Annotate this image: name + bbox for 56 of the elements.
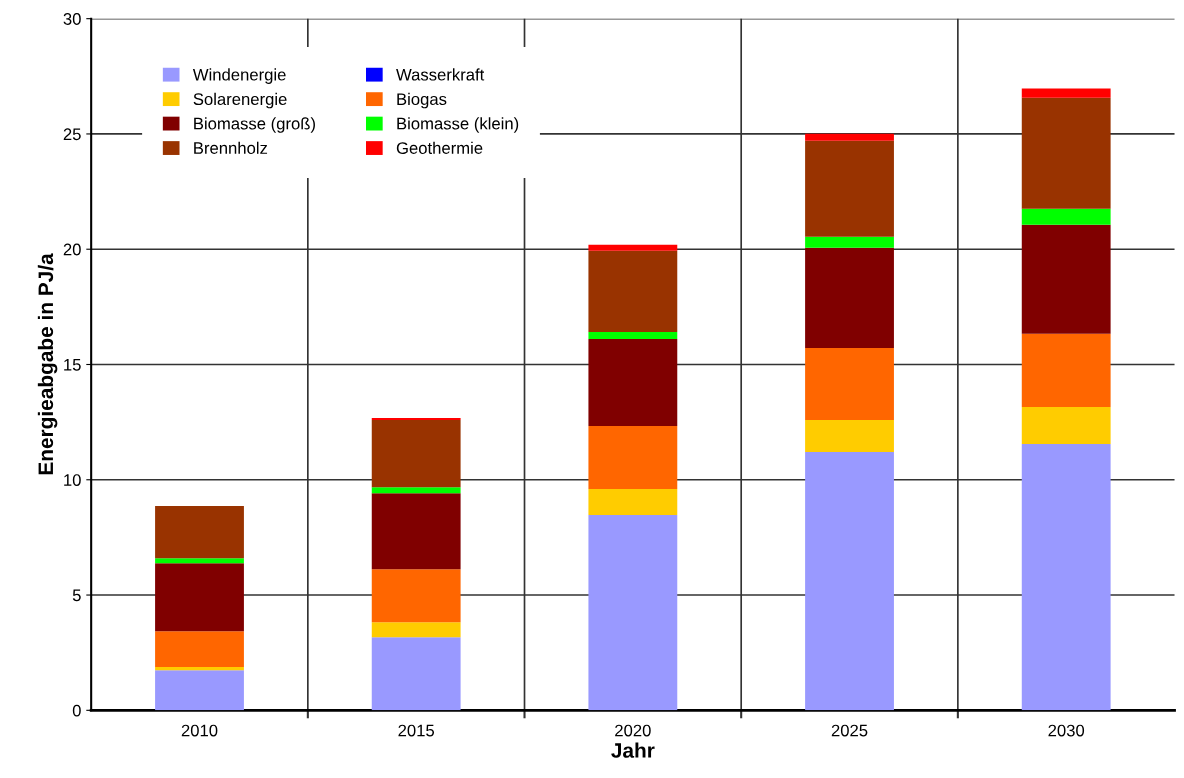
legend-label: Solarenergie <box>193 92 287 109</box>
x-tick-label: 2020 <box>615 724 651 737</box>
legend-label: Biomasse (groß) <box>194 117 315 133</box>
bar <box>371 622 461 638</box>
bar <box>588 250 678 332</box>
bar <box>371 487 461 494</box>
bar <box>1021 97 1111 209</box>
bar <box>805 247 894 348</box>
bar <box>371 417 461 421</box>
bar <box>588 488 678 516</box>
y-tick-label: 0 <box>72 704 81 717</box>
bar <box>805 420 894 453</box>
y-tick-label: 25 <box>63 128 81 141</box>
bar <box>155 670 244 711</box>
legend-label: Geothermie <box>396 141 483 154</box>
bar <box>155 506 244 559</box>
bar <box>588 244 678 251</box>
bar <box>805 236 894 248</box>
bar <box>371 637 461 711</box>
x-tick-label: 2030 <box>1048 724 1085 737</box>
y-tick-label: 20 <box>63 243 81 256</box>
x-axis-title: Jahr <box>611 742 655 758</box>
y-tick-label: 15 <box>64 359 81 371</box>
bar <box>371 493 461 570</box>
y-axis-title: Energieabgabe in PJ/a <box>37 253 58 475</box>
y-tick-label: 10 <box>64 474 81 486</box>
legend-label: Wasserkraft <box>396 68 485 81</box>
bar <box>1021 224 1111 334</box>
bar <box>805 133 894 141</box>
bar <box>805 452 894 711</box>
bar <box>588 331 678 339</box>
bar <box>155 666 244 671</box>
bar <box>1021 208 1111 225</box>
x-tick-label: 2015 <box>398 724 435 737</box>
bar <box>588 426 678 489</box>
bar <box>371 420 461 488</box>
y-tick-label: 5 <box>72 589 81 602</box>
legend-label: Biogas <box>397 92 447 109</box>
legend-label: Brennholz <box>194 141 268 154</box>
bar <box>805 347 894 421</box>
bar <box>155 558 244 564</box>
bar <box>588 515 678 711</box>
bar <box>1021 333 1111 407</box>
legend-label: Windenergie <box>192 68 286 84</box>
bar <box>155 631 244 667</box>
x-tick-label: 2010 <box>181 724 218 737</box>
bar <box>588 338 678 427</box>
legend-label: Biomasse (klein) <box>397 117 519 133</box>
bar <box>1021 444 1111 711</box>
bar <box>1021 406 1111 445</box>
x-tick-label: 2025 <box>831 724 868 737</box>
bar <box>805 140 894 237</box>
bar <box>155 563 244 632</box>
bar <box>1021 88 1111 98</box>
bar <box>371 569 461 623</box>
y-tick-label: 30 <box>63 13 81 25</box>
